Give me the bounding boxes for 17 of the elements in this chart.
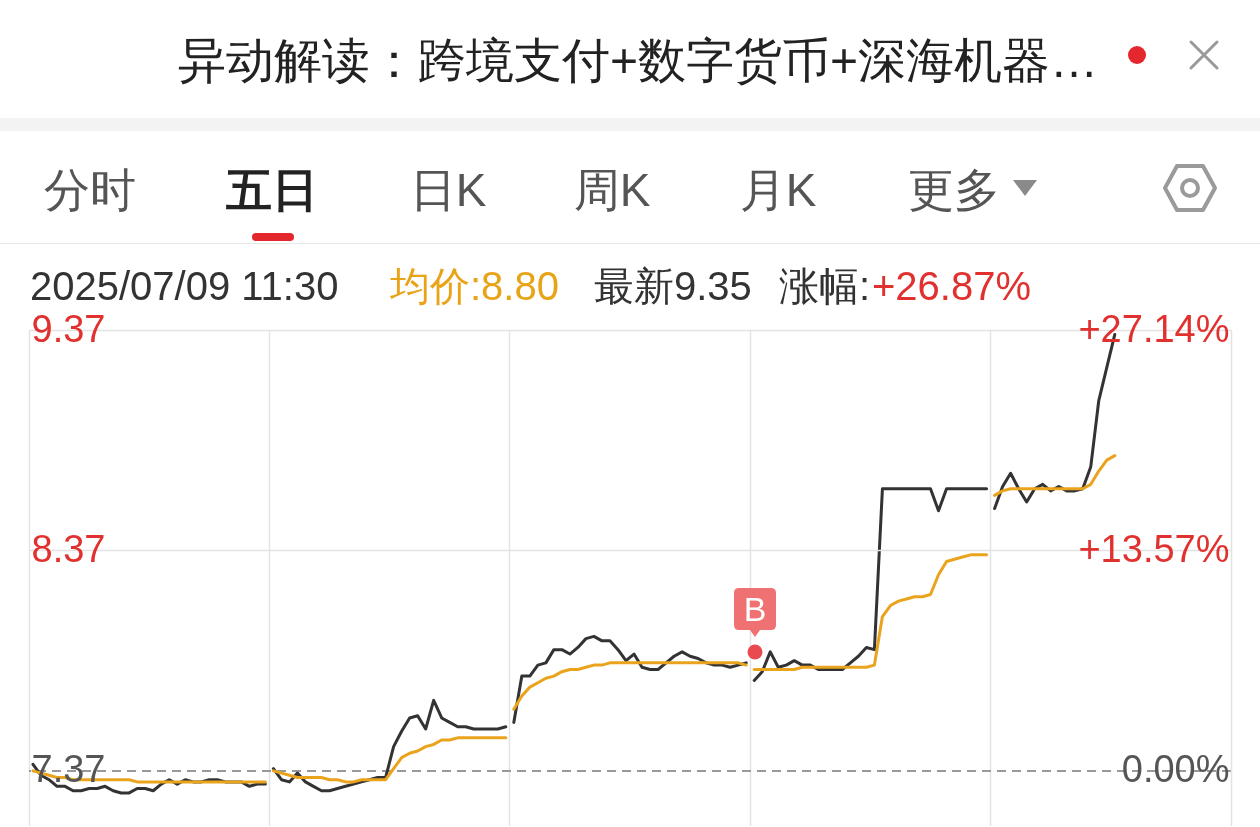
text: 周K [573,164,651,216]
text: 最新9.35 [594,264,752,308]
text: +26.87% [872,264,1032,308]
text: 均价:8.80 [390,264,559,308]
y2-tick-label: +27.14% [1078,307,1230,350]
text: 五日 [226,164,318,216]
annotation: B [743,590,767,628]
text: 日K [409,164,487,216]
text: 分时 [44,164,136,216]
chart-title: 异动解读：跨境支付+数字货币+深海机器… [178,34,1099,87]
y2-tick-label: +13.57% [1078,527,1230,570]
y-tick-label: 8.37 [31,527,106,570]
text: 涨幅: [779,264,871,308]
text: 2025/07/09 11:30 [30,264,339,308]
y-tick-label: 9.37 [31,307,106,350]
text: 更多 [908,164,1000,216]
text: 月K [739,164,817,216]
